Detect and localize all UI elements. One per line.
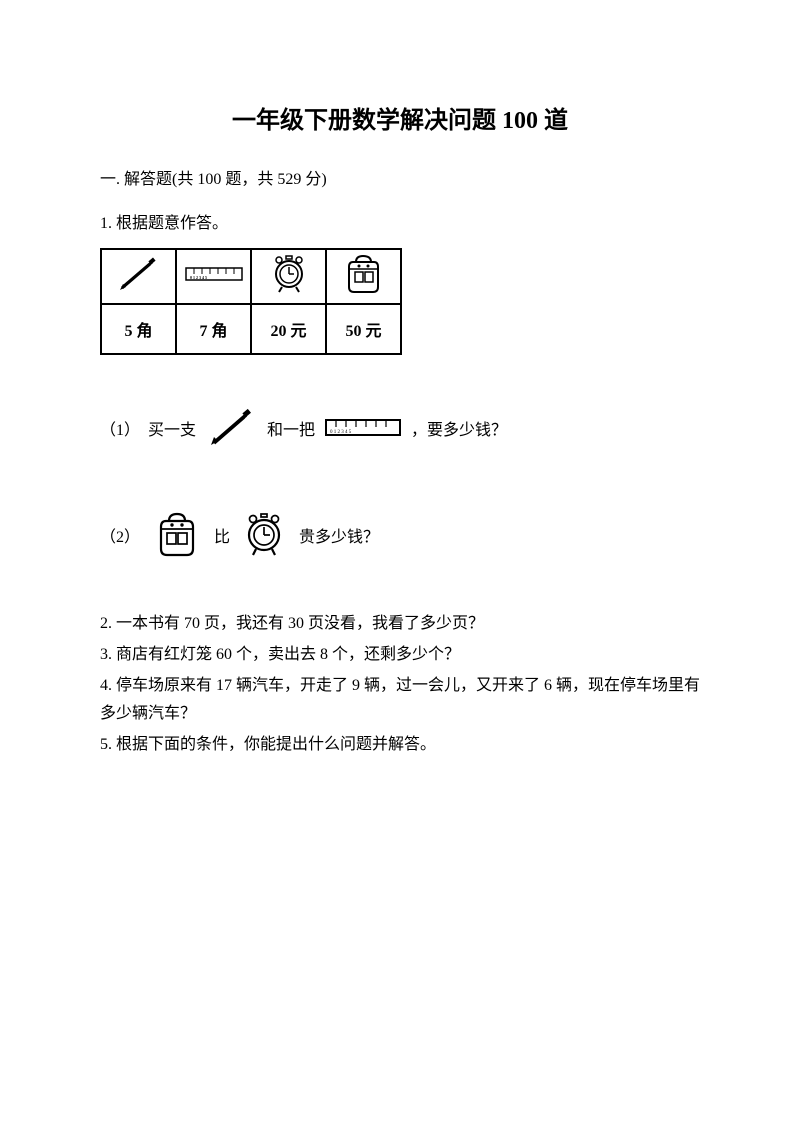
bag-cell: [326, 249, 401, 304]
bag-icon: [341, 252, 386, 297]
svg-text:0 1 2 3 4 5: 0 1 2 3 4 5: [190, 275, 207, 280]
clock-icon: [269, 252, 309, 297]
question-4: 4. 停车场原来有 17 辆汽车，开走了 9 辆，过一会儿，又开来了 6 辆，现…: [100, 672, 700, 730]
clock-cell: [251, 249, 326, 304]
question-1-prompt: 1. 根据题意作答。: [100, 209, 700, 233]
table-row: 0 1 2 3 4 5: [101, 249, 401, 304]
page-title: 一年级下册数学解决问题 100 道: [100, 100, 700, 135]
sub-text: 和一把: [267, 416, 315, 440]
pencil-icon: [204, 405, 259, 450]
table-row: 5 角 7 角 20 元 50 元: [101, 304, 401, 354]
ruler-cell: 0 1 2 3 4 5: [176, 249, 251, 304]
price-cell: 20 元: [251, 304, 326, 354]
price-cell: 7 角: [176, 304, 251, 354]
price-cell: 50 元: [326, 304, 401, 354]
sub-text: ，要多少钱？: [411, 416, 507, 440]
price-table: 0 1 2 3 4 5: [100, 248, 402, 355]
sub-text: 买一支: [148, 416, 196, 440]
question-list: 2. 一本书有 70 页，我还有 30 页没看，我看了多少页？ 3. 商店有红灯…: [100, 610, 700, 760]
question-2: 2. 一本书有 70 页，我还有 30 页没看，我看了多少页？: [100, 610, 700, 639]
question-3: 3. 商店有红灯笼 60 个，卖出去 8 个，还剩多少个？: [100, 641, 700, 670]
sub-question-2: （2） 比 贵多少钱？: [100, 510, 700, 560]
ruler-icon: 0 1 2 3 4 5: [323, 415, 403, 440]
pencil-cell: [101, 249, 176, 304]
sub-text: 比: [214, 523, 230, 547]
svg-text:0 1 2 3 4 5: 0 1 2 3 4 5: [330, 430, 352, 435]
sub-num: （1）: [100, 416, 140, 440]
ruler-icon: 0 1 2 3 4 5: [184, 264, 244, 284]
clock-icon: [242, 510, 287, 560]
question-5: 5. 根据下面的条件，你能提出什么问题并解答。: [100, 731, 700, 760]
sub-text: 贵多少钱？: [299, 523, 379, 547]
sub-question-1: （1） 买一支 和一把 0 1 2 3 4 5 ，要多少钱？: [100, 405, 700, 450]
price-cell: 5 角: [101, 304, 176, 354]
pencil-icon: [114, 254, 164, 294]
section-header: 一. 解答题(共 100 题，共 529 分): [100, 165, 700, 189]
bag-icon: [152, 510, 202, 560]
sub-num: （2）: [100, 523, 140, 547]
